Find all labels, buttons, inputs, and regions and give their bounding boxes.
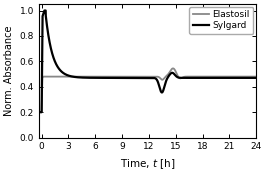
Elastosil: [171, 67, 174, 69]
Elastosil: [149, 76, 152, 78]
Sylgard: [37, 111, 40, 113]
Sylgard: [149, 77, 152, 79]
Elastosil: [169, 69, 173, 71]
Line: Elastosil: Elastosil: [39, 68, 256, 112]
Y-axis label: Norm. Absorbance: Norm. Absorbance: [4, 26, 14, 116]
Elastosil: [49, 76, 52, 78]
Sylgard: [152, 77, 155, 79]
Sylgard: [255, 77, 258, 79]
Sylgard: [70, 75, 73, 77]
Elastosil: [255, 76, 258, 78]
Sylgard: [49, 45, 52, 47]
Elastosil: [94, 76, 97, 78]
Elastosil: [152, 76, 155, 78]
Elastosil: [70, 76, 73, 78]
Elastosil: [37, 111, 40, 113]
Sylgard: [43, 9, 46, 12]
Sylgard: [169, 72, 173, 74]
Sylgard: [94, 77, 97, 79]
Line: Sylgard: Sylgard: [39, 10, 256, 112]
X-axis label: Time, $t$ [h]: Time, $t$ [h]: [120, 157, 175, 171]
Legend: Elastosil, Sylgard: Elastosil, Sylgard: [189, 7, 253, 34]
